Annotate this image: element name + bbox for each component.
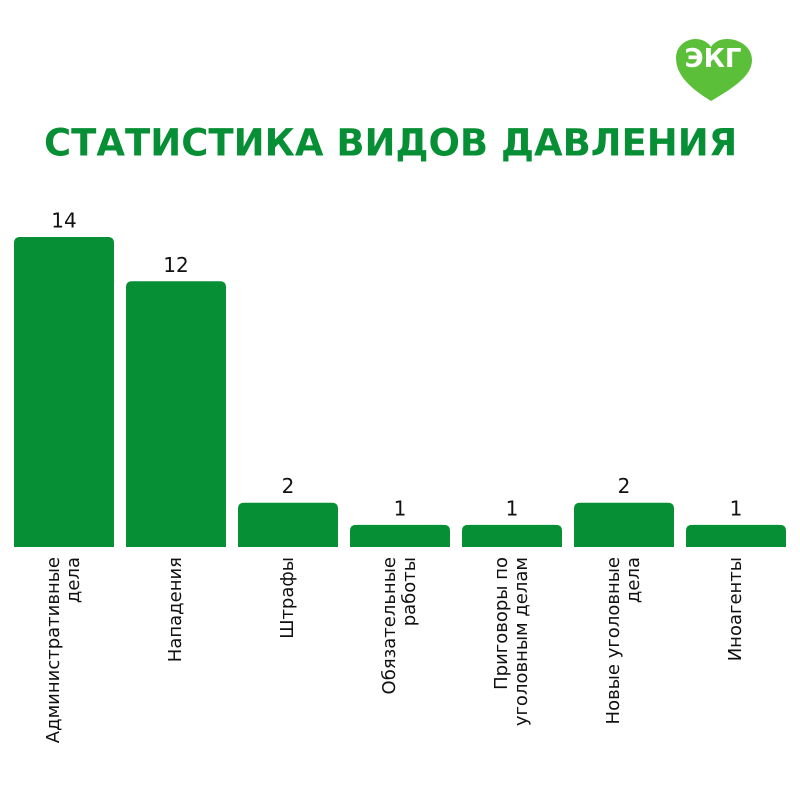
x-tick-label: Иноагенты: [725, 557, 746, 662]
value-label: 12: [163, 253, 188, 277]
bar: [574, 502, 674, 547]
chart-title: СТАТИСТИКА ВИДОВ ДАВЛЕНИЯ: [44, 122, 737, 165]
x-tick-label: Новые уголовные дела: [603, 557, 644, 725]
bar: [350, 524, 450, 547]
x-tick-label: Штрафы: [277, 557, 298, 639]
bar: [462, 524, 562, 547]
value-label: 2: [282, 474, 295, 498]
logo-text: ЭКГ: [685, 44, 742, 74]
value-label: 1: [730, 496, 743, 520]
bar: [238, 502, 338, 547]
bar: [14, 237, 114, 547]
value-label: 2: [618, 474, 631, 498]
bar: [686, 524, 786, 547]
x-tick-label: Административные дела: [43, 557, 84, 744]
x-tick-label: Обязательные работы: [379, 557, 420, 695]
x-tick-label: Приговоры по уголовным делам: [491, 557, 532, 727]
bar: [126, 281, 226, 547]
value-label: 14: [51, 209, 76, 233]
x-tick-label: Нападения: [165, 557, 186, 663]
logo-heart: [676, 38, 752, 101]
logo: ЭКГ: [676, 38, 752, 101]
value-label: 1: [394, 496, 407, 520]
value-label: 1: [506, 496, 519, 520]
